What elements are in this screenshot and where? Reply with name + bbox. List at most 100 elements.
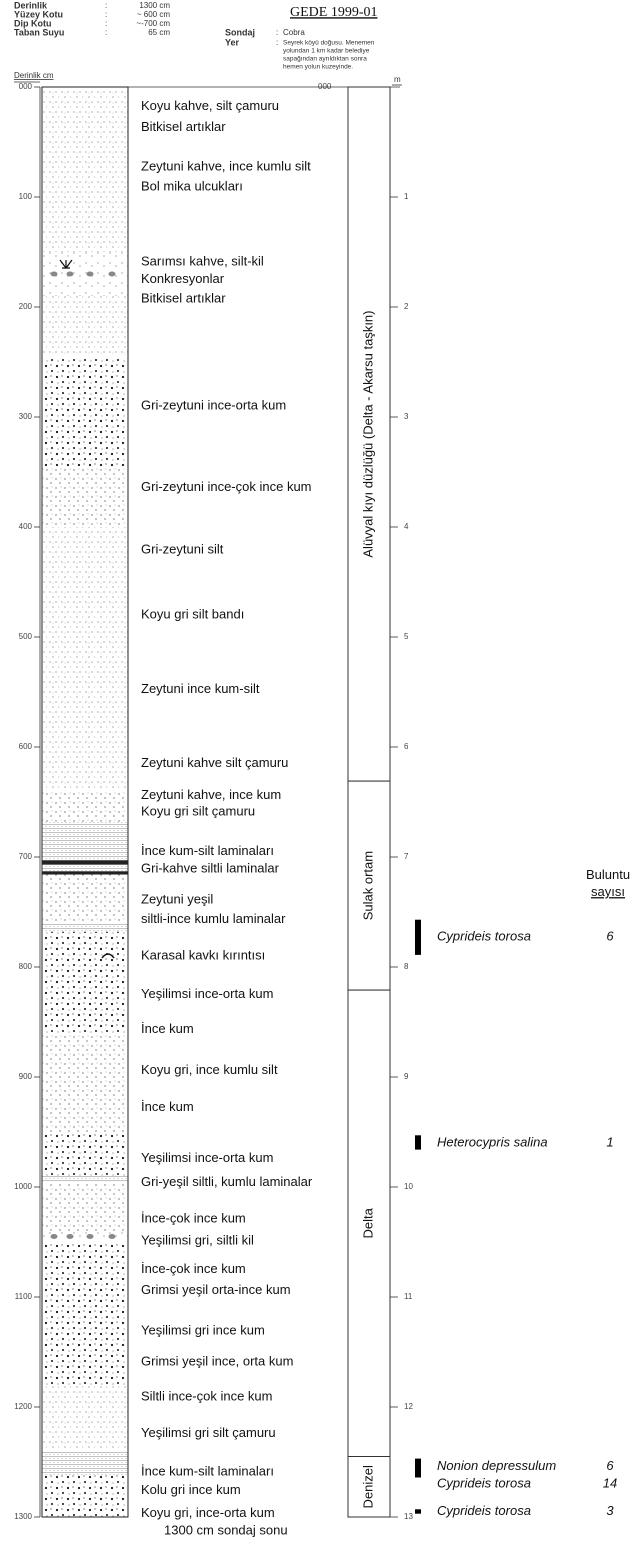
field-label: Sondaj (225, 27, 255, 37)
separator: : (105, 28, 107, 37)
lithology-layer (42, 860, 128, 864)
description: Kolu gri ince kum (141, 1482, 241, 1497)
meter-axis-label: m (394, 75, 401, 84)
lithology-layer (42, 1475, 128, 1517)
description: Yeşilimsi gri silt çamuru (141, 1425, 276, 1440)
description: İnce kum (141, 1021, 194, 1036)
field-value: ~ 600 cm (137, 10, 170, 19)
description: Koyu gri silt çamuru (141, 803, 255, 818)
lithology-layer (42, 923, 128, 932)
meter-tick-label: 4 (404, 522, 409, 531)
description: Grimsi yeşil ince, orta kum (141, 1353, 293, 1368)
separator: : (276, 38, 278, 47)
fossil-name: Heterocypris salina (437, 1134, 548, 1149)
environment-name: Delta (360, 1207, 375, 1238)
fossil-bar (415, 1135, 421, 1149)
lithology-layer (42, 87, 128, 252)
lithology-layer (42, 1242, 128, 1385)
lithology-layer (42, 1451, 128, 1475)
field-value: 65 cm (148, 28, 170, 37)
lithology-layer (42, 1176, 128, 1182)
fossil-name: Cyprideis torosa (437, 1503, 531, 1518)
field-label: Taban Suyu (14, 27, 64, 37)
concretion (87, 1234, 94, 1239)
depth-tick-label: 000 (19, 82, 33, 91)
fossil-name: Nonion depressulum (437, 1458, 556, 1473)
description: Zeytuni yeşil (141, 891, 213, 906)
depth-tick-label: 1100 (15, 1292, 33, 1301)
separator: : (276, 28, 278, 37)
description: Koyu gri, ince-orta kum (141, 1505, 275, 1520)
depth-tick-label: 800 (19, 962, 33, 971)
description: Konkresyonlar (141, 271, 225, 286)
fossil-count: 3 (606, 1503, 614, 1518)
environment-name: Alüvyal kıyı düzlüğü (Delta - Akarsu taş… (360, 310, 375, 557)
concretion (51, 1234, 58, 1239)
lithology-layer (42, 865, 128, 872)
description: Zeytuni ince kum-silt (141, 681, 260, 696)
field-value: 1300 cm (139, 1, 170, 10)
meter-tick-label: 6 (404, 742, 409, 751)
description: Gri-kahve siltli laminalar (141, 861, 280, 876)
fossil-count: 6 (606, 929, 614, 944)
lithology-layer (42, 1182, 128, 1232)
lithology-layer (42, 296, 128, 357)
lithology-layer (42, 527, 128, 791)
depth-tick-label: 400 (19, 522, 33, 531)
depth-tick-label: 900 (19, 1072, 33, 1081)
fossil-bar (415, 920, 421, 955)
description: İnce kum-silt laminaları (141, 1463, 274, 1478)
title: GEDE 1999-01 (290, 5, 378, 20)
meter-tick-label: 12 (404, 1402, 413, 1411)
depth-tick-label: 200 (19, 302, 33, 311)
description: siltli-ince kumlu laminalar (141, 911, 286, 926)
lithology-layer (42, 1132, 128, 1176)
description: Gri-zeytuni silt (141, 542, 224, 557)
depth-tick-label: 700 (19, 852, 33, 861)
concretion (51, 272, 58, 277)
description: Bitkisel artıklar (141, 291, 226, 306)
meter-tick-label: 8 (404, 962, 409, 971)
meter-tick-label: 13 (404, 1512, 413, 1521)
description: İnce-çok ince kum (141, 1261, 246, 1276)
depth-tick-label: 100 (19, 192, 33, 201)
description: Gri-zeytuni ince-çok ince kum (141, 479, 312, 494)
concretion (67, 1234, 74, 1239)
fossil-count: 1 (606, 1134, 613, 1149)
meter-tick-label: 10 (404, 1182, 413, 1191)
lithology-layer (42, 822, 128, 861)
description: Gri-yeşil siltli, kumlu laminalar (141, 1174, 313, 1189)
description: Koyu kahve, silt çamuru (141, 98, 279, 113)
location-line: yolundan 1 km kadar belediye (283, 48, 370, 55)
fossil-bar (415, 1459, 421, 1478)
fossil-count: 6 (606, 1458, 614, 1473)
fossil-header: Buluntu (586, 867, 630, 882)
lithology-layer (42, 1033, 128, 1132)
description: Yeşilimsi gri, siltli kil (141, 1232, 254, 1247)
separator: : (105, 19, 107, 28)
depth-tick-label: 500 (19, 632, 33, 641)
meter-tick-label: 9 (404, 1072, 409, 1081)
description: Koyu gri, ince kumlu silt (141, 1062, 278, 1077)
concretion (109, 272, 116, 277)
description: İnce-çok ince kum (141, 1210, 246, 1225)
location-line: Seyrek köyü doğusu. Menemen (283, 40, 375, 47)
lithology-layer (42, 791, 128, 822)
fossil-bar (415, 1509, 421, 1513)
fossil-name: Cyprideis torosa (437, 929, 531, 944)
end-note: 1300 cm sondaj sonu (164, 1523, 288, 1538)
lithology-layer (42, 467, 128, 528)
concretion (67, 272, 74, 277)
environment-name: Denizel (360, 1465, 375, 1508)
concretion (109, 1234, 116, 1239)
description: Yeşilimsi ince-orta kum (141, 986, 273, 1001)
separator: : (105, 10, 107, 19)
description: Zeytuni kahve, ince kumlu silt (141, 159, 311, 174)
field-label: Yer (225, 37, 240, 47)
concretion (87, 272, 94, 277)
description: Gri-zeytuni ince-orta kum (141, 397, 286, 412)
borehole-log: GEDE 1999-01 Derinlik:1300 cmYüzey Kotu:… (0, 0, 635, 1544)
meter-tick-label: 2 (404, 302, 409, 311)
description: Bitkisel artıklar (141, 119, 226, 134)
meter-tick-label: 11 (404, 1292, 413, 1301)
